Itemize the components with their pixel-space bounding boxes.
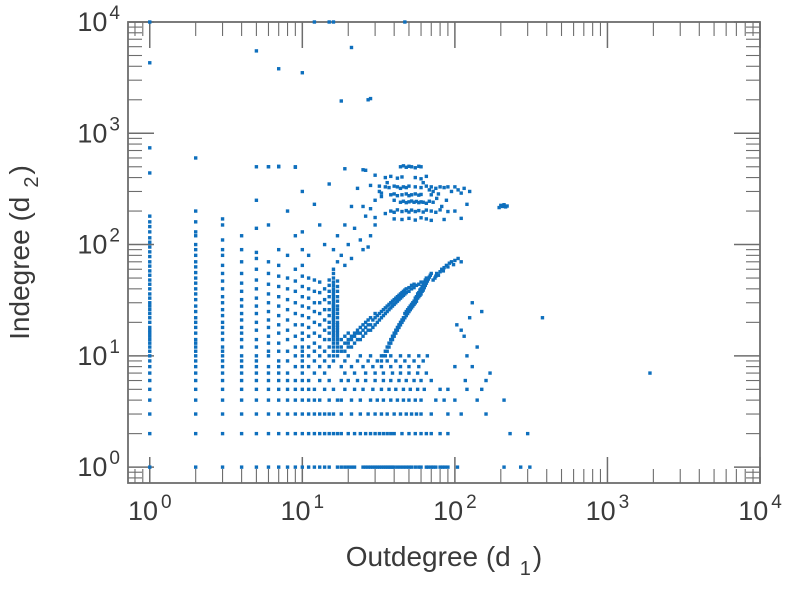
y-tick-label: 10 4 (77, 3, 120, 37)
y-tick-label: 10 2 (77, 226, 120, 260)
y-tick-label: 10 1 (77, 337, 120, 371)
y-axis-title-main: Indegree (d (4, 196, 35, 340)
x-tick-label: 10 3 (586, 492, 630, 526)
y-axis-title-close: ) (4, 165, 35, 175)
x-tick-label: 10 0 (128, 492, 172, 526)
x-axis-title-main: Outdegree (d (345, 541, 511, 572)
x-tick-label: 10 1 (281, 492, 325, 526)
x-axis-title-close: ) (532, 541, 543, 572)
axis-ticks (128, 21, 761, 483)
y-tick-label: 10 0 (77, 448, 120, 482)
x-tick-label: 10 2 (433, 492, 477, 526)
plot-box (127, 21, 761, 484)
x-axis-title: Outdegree (d 1) (128, 541, 760, 580)
data-points (148, 20, 652, 469)
x-axis-title-subscript: 1 (519, 558, 531, 580)
y-axis-title: Indegree (d 2) (4, 22, 44, 483)
x-tick-label: 10 4 (738, 492, 782, 526)
y-axis-title-subscript: 2 (21, 176, 43, 188)
y-tick-label: 10 3 (77, 114, 120, 148)
